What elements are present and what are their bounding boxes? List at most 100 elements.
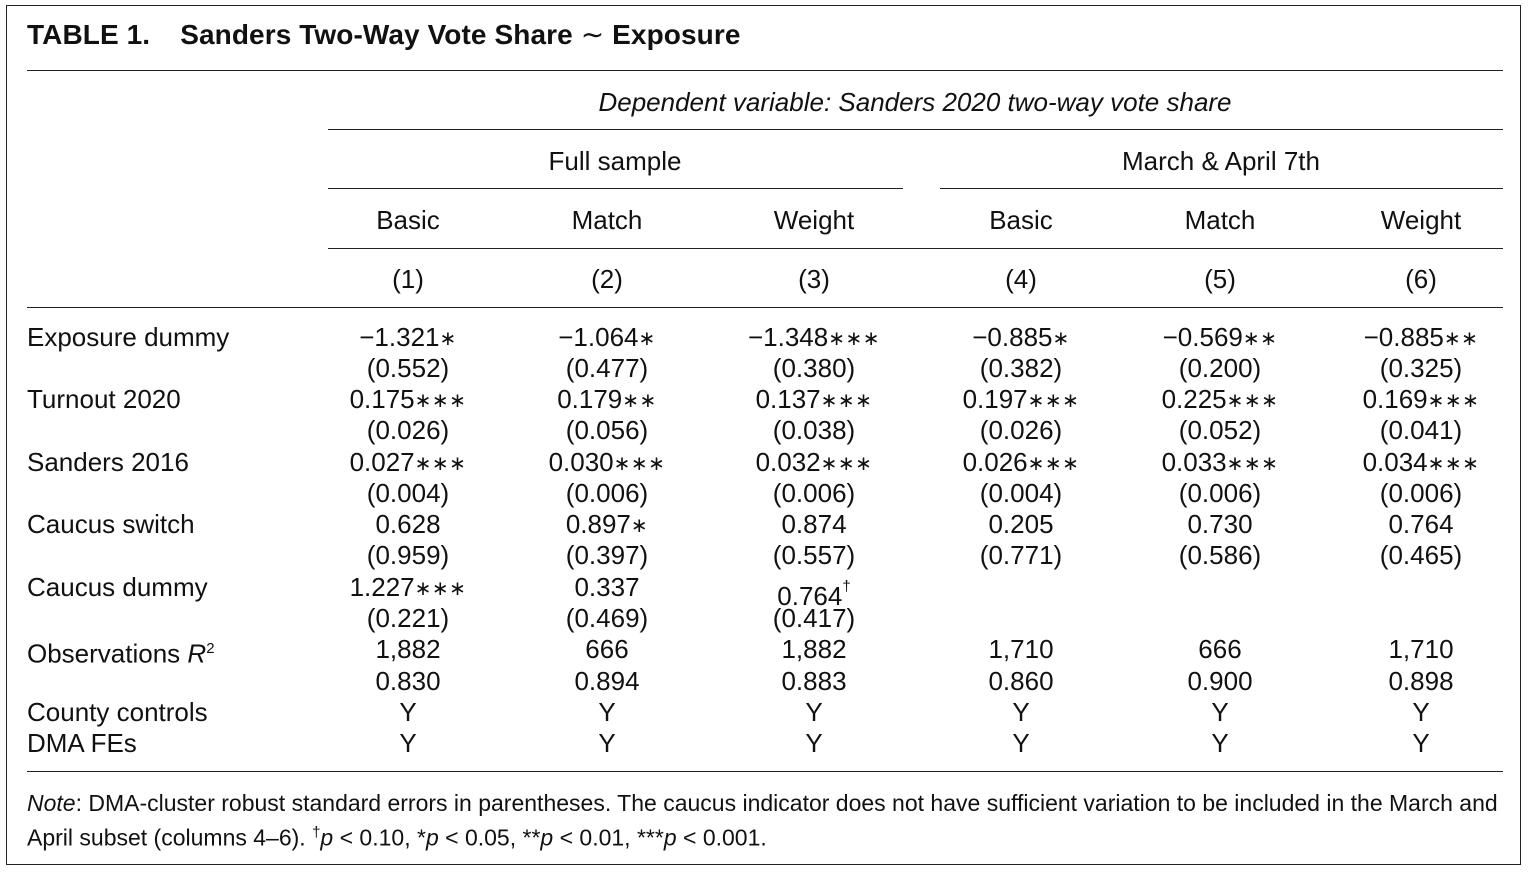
standard-error-cell: (0.477) xyxy=(565,353,649,383)
coefficient-cell: 0.026∗∗∗ xyxy=(963,447,1080,479)
dagger-mark: † xyxy=(842,578,851,595)
observations-cell: 1,882 xyxy=(375,634,441,664)
coefficient-cell: 0.197∗∗∗ xyxy=(963,384,1080,416)
observations-cell: 1,710 xyxy=(988,634,1054,664)
note-p4: p xyxy=(663,824,677,851)
significance-stars: ∗ xyxy=(638,328,656,350)
coefficient-value: 0.897 xyxy=(565,509,631,539)
observations-cell: 666 xyxy=(1198,634,1242,664)
column-number: (1) xyxy=(392,264,424,294)
standard-error-cell: (0.026) xyxy=(366,415,450,445)
coefficient-value: −1.064 xyxy=(558,322,639,352)
coefficient-value: 0.337 xyxy=(574,572,640,602)
significance-stars: ∗∗∗ xyxy=(1027,453,1080,475)
coefficient-value: 0.175 xyxy=(349,384,415,414)
coefficient-value: 0.225 xyxy=(1161,384,1227,414)
significance-stars: ∗ xyxy=(630,515,649,537)
coefficient-value: 0.032 xyxy=(755,447,821,477)
significance-stars: ∗∗∗ xyxy=(1427,390,1480,412)
standard-error-cell: (0.052) xyxy=(1178,415,1262,445)
coefficient-cell: 0.169∗∗∗ xyxy=(1363,384,1480,416)
rule-header-bottom xyxy=(27,307,1503,308)
coefficient-value: 0.030 xyxy=(548,447,614,477)
coefficient-cell: 0.628 xyxy=(375,509,440,541)
table-title: TABLE 1. Sanders Two-Way Vote Share ∼ Exp… xyxy=(27,18,741,51)
coefficient-value: 0.197 xyxy=(962,384,1028,414)
r2-label: R xyxy=(187,638,207,669)
coefficient-value: −0.885 xyxy=(972,322,1053,352)
note-dagger: † xyxy=(312,824,321,841)
coefficient-cell: 0.033∗∗∗ xyxy=(1162,447,1279,479)
observations-cell: 666 xyxy=(585,634,629,664)
standard-error-cell: (0.417) xyxy=(772,603,856,633)
rule-dv xyxy=(328,129,1503,130)
coefficient-cell: 0.027∗∗∗ xyxy=(350,447,467,479)
column-number: (5) xyxy=(1204,264,1236,294)
rule-top xyxy=(27,70,1503,71)
row-label-dma-fes: DMA FEs xyxy=(27,728,137,758)
coefficient-cell: 0.730 xyxy=(1187,509,1252,541)
coefficient-cell: 1.227∗∗∗ xyxy=(350,572,467,604)
standard-error-cell: (0.200) xyxy=(1178,353,1262,383)
coefficient-value: 0.033 xyxy=(1161,447,1227,477)
coefficient-value: 0.137 xyxy=(755,384,821,414)
rule-group-1 xyxy=(328,188,903,189)
coefficient-cell: −0.885∗∗ xyxy=(1364,322,1479,354)
column-header: Basic xyxy=(989,205,1053,235)
coefficient-cell: 0.030∗∗∗ xyxy=(549,447,666,479)
coefficient-cell: −1.348∗∗∗ xyxy=(748,322,880,354)
standard-error-cell: (0.469) xyxy=(565,603,649,633)
standard-error-cell: (0.959) xyxy=(366,540,450,570)
significance-stars: ∗∗∗ xyxy=(414,390,467,412)
coefficient-value: 0.730 xyxy=(1187,509,1253,539)
column-number: (3) xyxy=(798,264,830,294)
standard-error-cell: (0.006) xyxy=(772,478,856,508)
table-label: TABLE 1. xyxy=(27,19,151,50)
significance-stars: ∗∗∗ xyxy=(1226,390,1279,412)
observations-cell: 1,710 xyxy=(1388,634,1454,664)
coefficient-cell: 0.175∗∗∗ xyxy=(350,384,467,416)
title-text-post: Exposure xyxy=(612,19,741,50)
coefficient-value: 0.027 xyxy=(349,447,415,477)
county-controls-cell: Y xyxy=(1412,697,1430,727)
column-header: Weight xyxy=(773,205,855,235)
standard-error-cell: (0.041) xyxy=(1379,415,1463,445)
coefficient-cell: −0.885∗ xyxy=(972,322,1070,354)
dma-fes-cell: Y xyxy=(1012,728,1030,758)
standard-error-cell: (0.004) xyxy=(979,478,1063,508)
dma-fes-cell: Y xyxy=(1412,728,1430,758)
significance-stars: ∗∗∗ xyxy=(820,453,873,475)
dma-fes-cell: Y xyxy=(399,728,417,758)
coefficient-cell: 0.137∗∗∗ xyxy=(756,384,873,416)
rule-group-2 xyxy=(940,188,1503,189)
row-label-observations: Observations R2 xyxy=(27,634,215,669)
coefficient-cell: −1.064∗ xyxy=(558,322,656,354)
coefficient-cell: 0.034∗∗∗ xyxy=(1363,447,1480,479)
r2-cell: 0.900 xyxy=(1187,666,1253,696)
dma-fes-cell: Y xyxy=(598,728,616,758)
significance-stars: ∗∗∗ xyxy=(820,390,873,412)
significance-stars: ∗∗ xyxy=(1443,328,1479,350)
standard-error-cell: (0.557) xyxy=(772,540,856,570)
coefficient-cell: 0.897∗ xyxy=(566,509,648,541)
rule-colheads xyxy=(328,248,1503,249)
note-sig1: < 0.10, * xyxy=(333,824,426,851)
column-number: (2) xyxy=(591,264,623,294)
standard-error-cell: (0.221) xyxy=(366,603,450,633)
dma-fes-cell: Y xyxy=(805,728,823,758)
standard-error-cell: (0.586) xyxy=(1178,540,1262,570)
coefficient-value: 0.874 xyxy=(781,509,847,539)
note-label: Note xyxy=(27,790,76,816)
coefficient-value: −0.569 xyxy=(1162,322,1243,352)
column-header: Match xyxy=(1184,205,1256,235)
coefficient-value: 0.026 xyxy=(962,447,1028,477)
r2-cell: 0.894 xyxy=(574,666,640,696)
note-sig4: < 0.001. xyxy=(676,824,767,851)
significance-stars: ∗∗∗ xyxy=(414,578,467,600)
row-label: Sanders 2016 xyxy=(27,447,189,477)
standard-error-cell: (0.552) xyxy=(366,353,450,383)
significance-stars: ∗∗∗ xyxy=(1427,453,1480,475)
row-label: Caucus switch xyxy=(27,509,195,539)
significance-stars: ∗∗∗ xyxy=(828,328,881,350)
row-label: Exposure dummy xyxy=(27,322,230,352)
